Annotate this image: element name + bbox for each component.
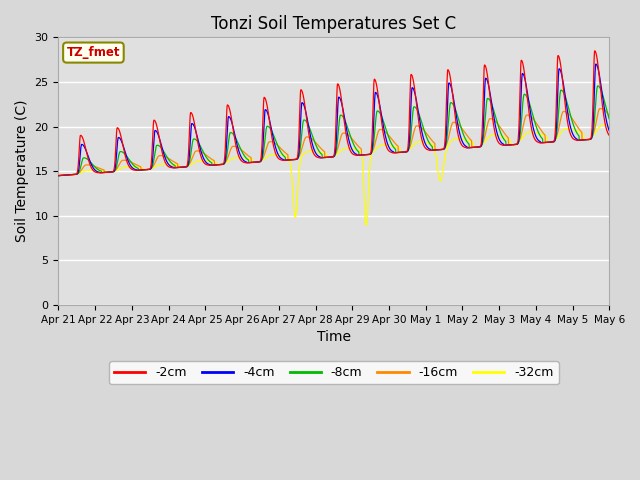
Text: TZ_fmet: TZ_fmet — [67, 46, 120, 59]
X-axis label: Time: Time — [317, 330, 351, 344]
Y-axis label: Soil Temperature (C): Soil Temperature (C) — [15, 100, 29, 242]
Legend: -2cm, -4cm, -8cm, -16cm, -32cm: -2cm, -4cm, -8cm, -16cm, -32cm — [109, 361, 559, 384]
Title: Tonzi Soil Temperatures Set C: Tonzi Soil Temperatures Set C — [211, 15, 456, 33]
